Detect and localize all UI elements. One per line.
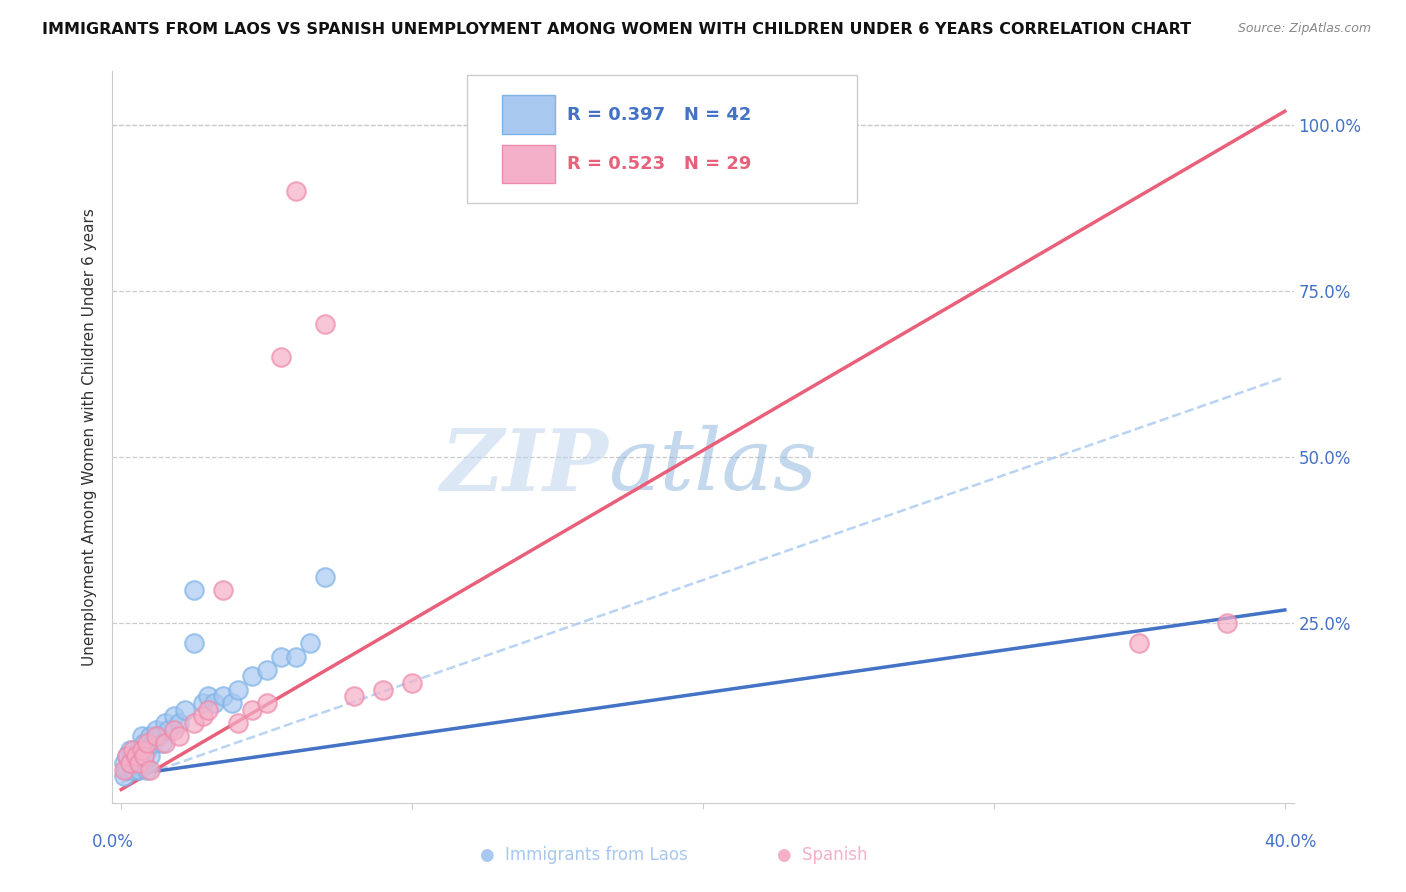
Point — [256, 663, 278, 677]
Point — [183, 636, 205, 650]
Point — [183, 716, 205, 731]
Point — [314, 570, 336, 584]
Point — [112, 756, 135, 770]
Point — [125, 749, 148, 764]
Point — [343, 690, 366, 704]
Point — [371, 682, 394, 697]
Point — [128, 763, 150, 777]
Point — [112, 769, 135, 783]
Point — [115, 763, 138, 777]
Point — [197, 690, 219, 704]
Point — [128, 756, 150, 770]
Point — [121, 742, 143, 756]
Point — [221, 696, 243, 710]
Point — [284, 184, 307, 198]
Point — [162, 723, 184, 737]
Point — [148, 729, 170, 743]
Point — [270, 351, 292, 365]
Text: 40.0%: 40.0% — [1264, 833, 1317, 851]
Text: ●  Immigrants from Laos: ● Immigrants from Laos — [479, 846, 688, 863]
Point — [191, 696, 214, 710]
Point — [197, 703, 219, 717]
Point — [284, 649, 307, 664]
Point — [136, 742, 159, 756]
Text: R = 0.397   N = 42: R = 0.397 N = 42 — [567, 105, 752, 123]
Point — [314, 317, 336, 331]
Point — [270, 649, 292, 664]
Point — [162, 709, 184, 723]
Point — [174, 703, 197, 717]
Point — [202, 696, 225, 710]
Point — [299, 636, 322, 650]
Point — [115, 749, 138, 764]
FancyBboxPatch shape — [502, 145, 555, 183]
Point — [191, 709, 214, 723]
Point — [136, 736, 159, 750]
Point — [145, 729, 167, 743]
FancyBboxPatch shape — [467, 75, 856, 203]
Point — [139, 749, 162, 764]
Point — [142, 736, 165, 750]
Point — [156, 723, 179, 737]
Text: atlas: atlas — [609, 425, 818, 508]
Point — [240, 703, 263, 717]
Point — [169, 729, 191, 743]
Point — [226, 682, 249, 697]
Y-axis label: Unemployment Among Women with Children Under 6 years: Unemployment Among Women with Children U… — [82, 208, 97, 666]
Point — [131, 749, 153, 764]
Point — [1128, 636, 1150, 650]
Point — [112, 763, 135, 777]
Point — [139, 729, 162, 743]
Point — [118, 756, 141, 770]
Point — [153, 736, 176, 750]
Point — [125, 749, 148, 764]
Point — [240, 669, 263, 683]
Point — [256, 696, 278, 710]
Point — [212, 690, 235, 704]
Text: Source: ZipAtlas.com: Source: ZipAtlas.com — [1237, 22, 1371, 36]
Point — [131, 742, 153, 756]
Point — [153, 716, 176, 731]
Point — [183, 582, 205, 597]
Point — [145, 723, 167, 737]
Point — [139, 763, 162, 777]
Point — [169, 716, 191, 731]
Point — [136, 763, 159, 777]
Point — [118, 742, 141, 756]
Point — [212, 582, 235, 597]
Point — [131, 729, 153, 743]
Point — [134, 756, 156, 770]
Point — [134, 736, 156, 750]
FancyBboxPatch shape — [502, 95, 555, 134]
Point — [128, 742, 150, 756]
Point — [150, 736, 173, 750]
Point — [125, 756, 148, 770]
Text: 0.0%: 0.0% — [91, 833, 134, 851]
Point — [401, 676, 423, 690]
Text: IMMIGRANTS FROM LAOS VS SPANISH UNEMPLOYMENT AMONG WOMEN WITH CHILDREN UNDER 6 Y: IMMIGRANTS FROM LAOS VS SPANISH UNEMPLOY… — [42, 22, 1191, 37]
Text: ●  Spanish: ● Spanish — [778, 846, 868, 863]
Point — [226, 716, 249, 731]
Point — [121, 763, 143, 777]
Point — [1215, 616, 1237, 631]
Point — [115, 749, 138, 764]
Point — [118, 756, 141, 770]
Point — [134, 749, 156, 764]
Text: ZIP: ZIP — [440, 425, 609, 508]
Text: R = 0.523   N = 29: R = 0.523 N = 29 — [567, 154, 752, 172]
